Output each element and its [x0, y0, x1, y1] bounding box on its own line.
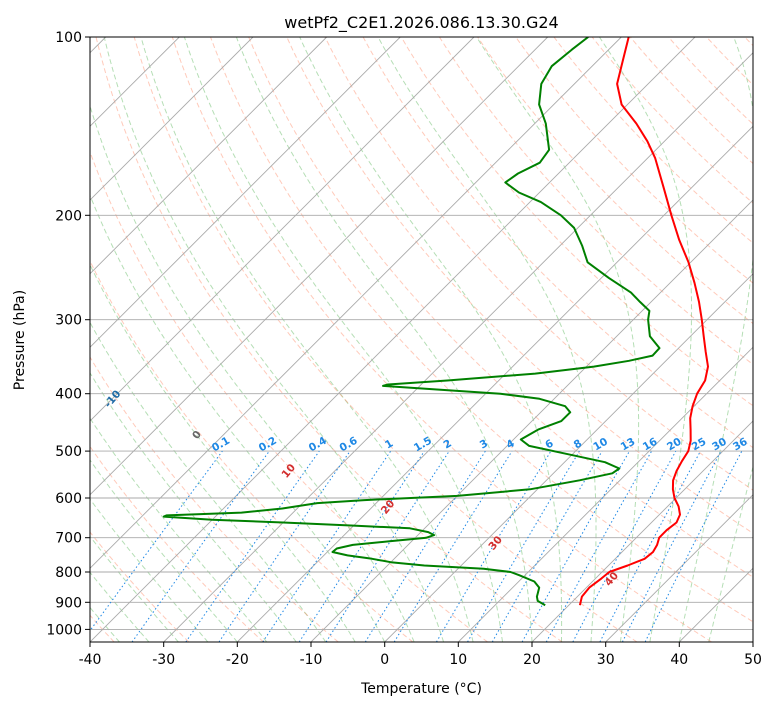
- isotherm-line: [90, 37, 328, 275]
- dry-adiabat-line: [90, 356, 339, 642]
- isotherm-line: [90, 37, 254, 201]
- isotherm-line: [605, 494, 753, 642]
- moist-adiabat-line: [90, 459, 238, 642]
- moist-adiabat-line: [103, 37, 445, 642]
- y-tick-label: 900: [55, 595, 82, 611]
- mixing-ratio-line: [131, 450, 270, 642]
- moist-adiabat-line: [299, 37, 563, 642]
- dry-adiabat-line: [90, 445, 264, 642]
- y-tick-label: 500: [55, 444, 82, 460]
- pressure-gridlines: [90, 37, 753, 630]
- moist-adiabat-line: [90, 371, 297, 642]
- plot-area: 0.1 0.2 0.4 0.6 1 1.5 2 3 4 6 8 10 13 16 20 25 30 36-1001…: [90, 37, 753, 642]
- mixing-ratio-line: [545, 450, 653, 642]
- dry-adiabat-line: [90, 150, 488, 642]
- isotherm-line: [90, 37, 475, 422]
- moist-adiabat-line: [90, 417, 268, 642]
- moist-adiabat-line: [90, 321, 327, 642]
- plot-frame: [89, 36, 754, 643]
- mixing-ratio-line: [298, 450, 425, 642]
- y-tick-label: 400: [55, 387, 82, 403]
- dry-adiabat-line: [248, 37, 753, 578]
- moist-adiabat-line: [708, 465, 753, 642]
- dry-adiabat-line: [400, 37, 753, 407]
- isotherm-line: [310, 199, 753, 642]
- y-tick-label: 200: [55, 208, 82, 224]
- x-axis-title: Temperature (°C): [360, 681, 482, 697]
- moist-adiabat-line: [90, 263, 356, 642]
- mixing-ratio-line: [262, 450, 392, 642]
- mixing-ratio-line: [90, 450, 223, 632]
- y-tick-label: 1000: [46, 622, 82, 638]
- dry-adiabat-line: [438, 37, 753, 366]
- dewpoint-profile-line: [162, 37, 661, 607]
- isotherm-line: [236, 125, 753, 642]
- dry-adiabat-line: [324, 37, 753, 491]
- y-tick-label: 100: [55, 30, 82, 46]
- mixing-ratio-line: [185, 450, 320, 642]
- x-tick-label: -30: [152, 652, 175, 668]
- moist-adiabat-line: [235, 37, 533, 642]
- moist-adiabats: [90, 37, 753, 642]
- x-tick-label: -40: [79, 652, 102, 668]
- mixing-ratio-line: [325, 450, 450, 642]
- y-tick-label: 300: [55, 313, 82, 329]
- temperature-profile-line: [578, 37, 709, 606]
- dry-adiabat-line: [210, 37, 753, 623]
- dry-adiabat-line: [171, 37, 712, 642]
- y-tick-label: 600: [55, 491, 82, 507]
- y-tick-label: 800: [55, 565, 82, 581]
- mixing-ratio-line: [393, 450, 513, 642]
- isotherm-line: [163, 52, 753, 642]
- isotherms: [90, 37, 753, 642]
- moist-adiabat-line: [377, 37, 597, 642]
- y-axis-title: Pressure (hPa): [12, 290, 28, 390]
- mixing-ratio-line: [521, 450, 630, 642]
- chart-title: wetPf2_C2E1.2026.086.13.30.G24: [284, 13, 558, 33]
- y-axis: 100 200 300 400 500 600 700 800 900 1000: [46, 30, 90, 638]
- isotherm-line: [90, 37, 696, 642]
- isotherm-line: [457, 346, 753, 642]
- profiles: [162, 37, 709, 607]
- isotherm-line: [90, 37, 549, 496]
- x-tick-label: -20: [226, 652, 249, 668]
- x-tick-label: 40: [670, 652, 688, 668]
- moist-adiabat-line: [476, 37, 640, 642]
- y-tick-label: 700: [55, 531, 82, 547]
- mixing-ratio-line: [218, 450, 351, 642]
- x-tick-label: 30: [597, 652, 615, 668]
- mixing-ratio-line: [644, 450, 743, 642]
- dry-adiabat-line: [133, 37, 638, 642]
- dry-adiabat-line: [515, 37, 753, 284]
- x-tick-label: 10: [449, 652, 467, 668]
- mixing-ratio-line: [572, 450, 677, 642]
- isotherm-line: [90, 37, 622, 569]
- moist-adiabat-line: [140, 37, 474, 642]
- moist-adiabat-line: [598, 37, 693, 642]
- mixing-ratio-lines: [90, 450, 743, 642]
- x-tick-label: 50: [744, 652, 762, 668]
- x-tick-label: 0: [380, 652, 389, 668]
- isotherm-line: [384, 273, 753, 642]
- dry-adiabat-line: [95, 37, 563, 642]
- moist-adiabat-line: [183, 37, 503, 642]
- moist-adiabat-line: [678, 37, 753, 642]
- x-tick-label: 20: [523, 652, 541, 668]
- x-tick-label: -10: [300, 652, 323, 668]
- isotherm-line: [90, 37, 401, 348]
- x-axis: -40 -30 -20 -10 0 10 20 30 40 50: [79, 642, 762, 668]
- isotherm-line: [531, 420, 753, 642]
- moist-adiabat-line: [90, 194, 386, 642]
- dry-adiabat-line: [90, 531, 190, 642]
